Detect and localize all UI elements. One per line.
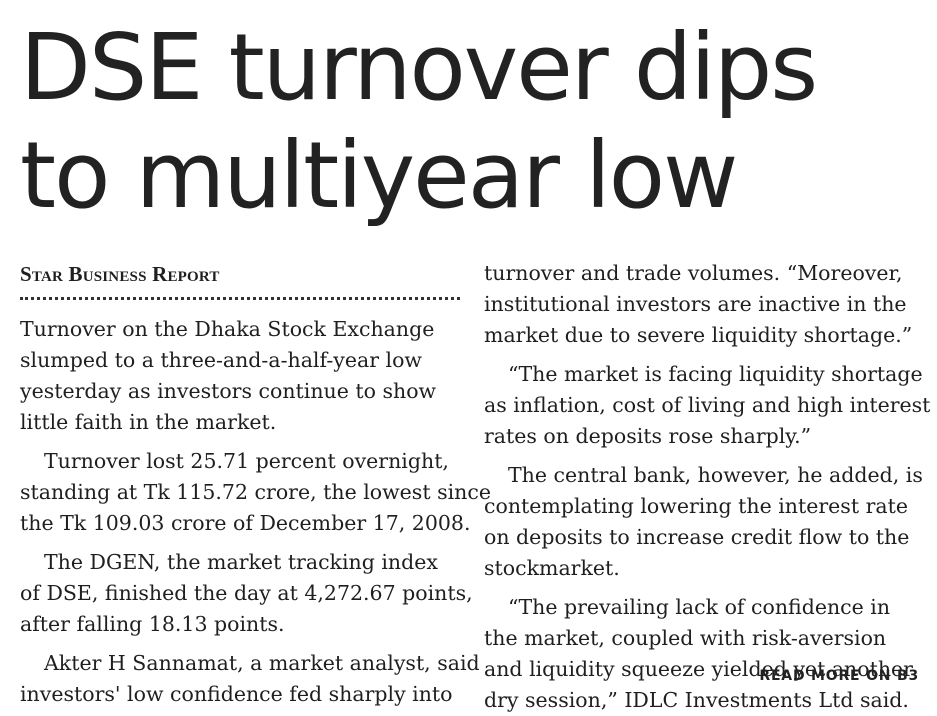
left-column: Star Business Report Turnover on the Dha… bbox=[20, 258, 491, 710]
dotted-divider bbox=[20, 297, 460, 300]
text-line: “The market is facing liquidity shortage bbox=[508, 362, 923, 386]
paragraph-analyst: Akter H Sannamat, a market analyst, said… bbox=[20, 648, 480, 710]
text-line: slumped to a three-and-a-half-year low bbox=[20, 348, 422, 372]
headline: DSE turnover dips to multiyear low bbox=[20, 14, 920, 230]
text-line: The central bank, however, he added, is bbox=[508, 463, 923, 487]
text-line: institutional investors are inactive in … bbox=[484, 292, 907, 316]
text-line: investors' low confidence fed sharply in… bbox=[20, 682, 453, 706]
text-line: contemplating lowering the interest rate bbox=[484, 494, 908, 518]
text-line: turnover and trade volumes. “Moreover, bbox=[484, 261, 903, 285]
paragraph-continuation: turnover and trade volumes. “Moreover, i… bbox=[484, 258, 920, 351]
text-line: Turnover lost 25.71 percent overnight, bbox=[44, 449, 449, 473]
text-line: Akter H Sannamat, a market analyst, said bbox=[44, 651, 480, 675]
text-line: rates on deposits rose sharply.” bbox=[484, 424, 812, 448]
read-more-reference: READ MORE ON B3 bbox=[759, 668, 919, 684]
text-line: little faith in the market. bbox=[20, 410, 277, 434]
text-line: Turnover on the Dhaka Stock Exchange bbox=[20, 317, 435, 341]
text-line: the Tk 109.03 crore of December 17, 2008… bbox=[20, 511, 471, 535]
byline: Star Business Report bbox=[20, 262, 220, 286]
right-column: turnover and trade volumes. “Moreover, i… bbox=[484, 258, 931, 716]
paragraph-liquidity-quote: “The market is facing liquidity shortage… bbox=[484, 359, 931, 452]
text-line: standing at Tk 115.72 crore, the lowest … bbox=[20, 480, 491, 504]
headline-line-1: DSE turnover dips bbox=[20, 14, 818, 121]
text-line: the market, coupled with risk-aversion bbox=[484, 626, 887, 650]
text-line: after falling 18.13 points. bbox=[20, 612, 285, 636]
text-line: on deposits to increase credit flow to t… bbox=[484, 525, 910, 549]
text-line: as inflation, cost of living and high in… bbox=[484, 393, 931, 417]
text-line: stockmarket. bbox=[484, 556, 620, 580]
text-line: and liquidity squeeze yielded yet anothe… bbox=[484, 657, 913, 681]
text-line: The DGEN, the market tracking index bbox=[44, 550, 438, 574]
paragraph-turnover: Turnover lost 25.71 percent overnight, s… bbox=[20, 446, 491, 539]
headline-line-2: to multiyear low bbox=[20, 122, 738, 229]
paragraph-central-bank: The central bank, however, he added, is … bbox=[484, 460, 923, 584]
text-line: dry session,” IDLC Investments Ltd said. bbox=[484, 688, 909, 712]
text-line: market due to severe liquidity shortage.… bbox=[484, 323, 913, 347]
paragraph-idlc-quote: “The prevailing lack of confidence in th… bbox=[484, 592, 920, 716]
text-line: of DSE, finished the day at 4,272.67 poi… bbox=[20, 581, 473, 605]
paragraph-intro: Turnover on the Dhaka Stock Exchange slu… bbox=[20, 314, 460, 438]
paragraph-dgen: The DGEN, the market tracking index of D… bbox=[20, 547, 473, 640]
text-line: “The prevailing lack of confidence in bbox=[508, 595, 891, 619]
text-line: yesterday as investors continue to show bbox=[20, 379, 437, 403]
